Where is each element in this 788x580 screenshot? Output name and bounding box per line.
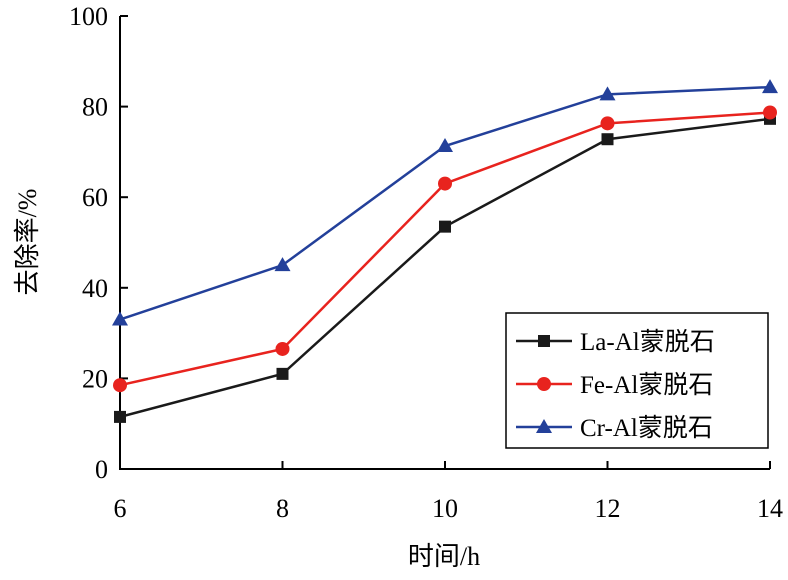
y-tick-label: 40 <box>82 274 108 303</box>
x-axis-title: 时间/h <box>408 542 480 571</box>
y-tick-label: 20 <box>82 364 108 393</box>
y-tick-label: 0 <box>95 455 108 484</box>
data-point <box>763 105 777 120</box>
series-circle <box>113 105 777 393</box>
y-tick-label: 60 <box>82 183 108 212</box>
data-point <box>276 367 289 380</box>
data-point <box>274 257 291 272</box>
data-point <box>601 133 614 146</box>
legend-label: La-Al蒙脱石 <box>580 328 715 356</box>
data-point <box>762 79 778 94</box>
y-ticks: 0 20 40 60 80 100 <box>69 2 128 484</box>
x-tick-label: 10 <box>432 494 458 523</box>
x-tick-label: 14 <box>757 494 783 523</box>
y-tick-label: 80 <box>82 93 108 122</box>
series-layer <box>112 79 778 423</box>
series-triangle <box>112 79 778 326</box>
data-point <box>439 220 451 233</box>
data-point <box>600 116 615 131</box>
x-tick-label: 6 <box>114 494 127 523</box>
data-point <box>275 341 290 356</box>
data-point <box>113 378 127 393</box>
data-point <box>114 410 126 423</box>
data-point <box>112 311 128 326</box>
x-ticks: 6 8 10 12 14 <box>114 461 783 523</box>
data-point <box>599 86 616 101</box>
y-tick-label: 100 <box>69 2 108 31</box>
legend: La-Al蒙脱石 Fe-Al蒙脱石 Cr-Al蒙脱石 <box>505 312 769 449</box>
x-tick-label: 12 <box>595 494 621 523</box>
data-point <box>438 176 452 191</box>
series-line <box>119 85 771 321</box>
legend-marker <box>537 377 551 391</box>
legend-marker <box>536 419 552 433</box>
data-point <box>437 138 453 153</box>
legend-label: Fe-Al蒙脱石 <box>580 371 713 399</box>
legend-marker <box>538 335 550 347</box>
legend-label: Cr-Al蒙脱石 <box>580 414 713 442</box>
x-tick-label: 8 <box>276 494 289 523</box>
y-axis-title: 去除率/% <box>13 189 42 296</box>
